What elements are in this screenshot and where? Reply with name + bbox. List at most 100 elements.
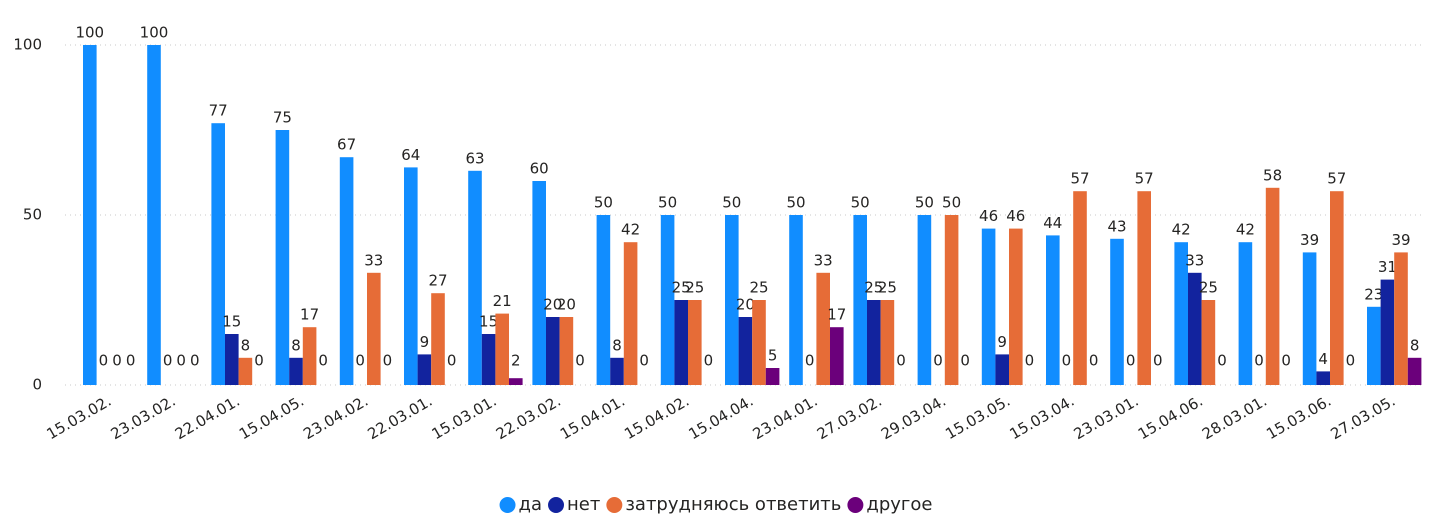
bar [1238,242,1253,385]
value-label: 0 [447,352,457,370]
bar [83,45,97,385]
x-tick-label: 27.03.05. [1327,392,1398,443]
value-label: 50 [942,194,961,212]
value-label: 39 [1300,231,1319,249]
bar [1201,300,1216,385]
value-label: 33 [1185,251,1204,269]
value-label: 25 [685,279,704,297]
value-label: 0 [318,352,328,370]
value-label: 46 [979,207,998,225]
value-label: 20 [557,296,576,314]
bar [1316,371,1330,385]
bar [1110,238,1124,385]
value-label: 9 [420,333,430,351]
bar [623,242,638,385]
value-label: 0 [1062,352,1072,370]
value-label: 100 [75,24,104,42]
value-label: 0 [254,352,264,370]
x-tick-label: 15.04.01. [557,392,628,443]
x-tick-label: 15.04.05. [236,392,307,443]
value-label: 50 [786,194,805,212]
value-label: 25 [864,279,883,297]
bar [596,215,611,385]
bar [752,300,766,385]
value-label: 63 [465,149,484,167]
value-label: 8 [291,336,301,354]
value-label: 0 [1153,352,1163,370]
value-label: 50 [851,194,870,212]
x-tick-label: 15.03.02. [43,392,114,443]
value-label: 0 [1217,352,1227,370]
value-label: 31 [1378,258,1397,276]
value-label: 20 [736,296,755,314]
value-label: 4 [1318,350,1328,368]
value-label: 50 [722,194,741,212]
value-label: 0 [805,352,815,370]
x-tick-label: 23.03.01. [1071,392,1142,443]
bar [147,45,161,385]
bar [738,317,753,385]
value-label: 44 [1043,214,1062,232]
bar [275,130,290,385]
legend-item[interactable]: другое [847,494,932,515]
legend-item[interactable]: нет [548,494,600,515]
value-label: 27 [428,272,447,290]
legend-marker [847,497,864,513]
value-label: 33 [364,251,383,269]
bar [417,354,432,385]
legend-item[interactable]: затрудняюсь ответить [606,494,841,515]
bar [816,272,830,385]
value-label: 0 [355,352,365,370]
bar [995,354,1009,385]
y-tick-label: 100 [13,36,42,54]
value-label: 39 [1391,231,1410,249]
value-label: 0 [575,352,585,370]
legend-item[interactable]: да [499,494,542,515]
bar [509,378,523,385]
bar [1407,357,1422,385]
x-tick-label: 23.03.02. [108,392,179,443]
value-label: 0 [176,352,186,370]
value-label: 0 [112,352,122,370]
value-label: 25 [672,279,691,297]
bar [674,300,688,385]
x-tick-label: 15.03.04. [1006,392,1077,443]
value-label: 8 [612,336,622,354]
bar [1367,306,1381,385]
bar [944,215,959,385]
value-label: 58 [1263,166,1282,184]
value-label: 8 [1410,336,1420,354]
value-label: 2 [511,352,521,370]
value-label: 57 [1070,170,1089,188]
value-label: 0 [933,352,943,370]
value-label: 0 [1346,352,1356,370]
bar [917,215,932,385]
value-label: 42 [621,221,640,239]
bar [789,215,803,385]
bar [688,300,702,385]
bar [725,215,739,385]
bar [1380,279,1395,385]
bar [1046,235,1060,385]
bar [225,334,239,385]
bar [765,368,780,385]
legend-label: нет [567,494,600,515]
value-label: 100 [140,24,169,42]
bar [559,317,574,385]
value-label: 5 [768,347,778,365]
x-tick-label: 28.03.01. [1199,392,1270,443]
x-tick-label: 22.04.01. [172,392,243,443]
value-label: 50 [658,194,677,212]
bar [238,357,253,385]
bar [981,228,996,385]
bar [302,327,317,385]
value-label: 25 [1199,279,1218,297]
value-label: 64 [401,146,420,164]
bar [367,272,381,385]
value-label: 0 [960,352,970,370]
x-tick-label: 27.03.02. [814,392,885,443]
x-tick-label: 23.04.01. [750,392,821,443]
x-tick-label: 22.03.01. [364,392,435,443]
bar [1330,191,1344,385]
